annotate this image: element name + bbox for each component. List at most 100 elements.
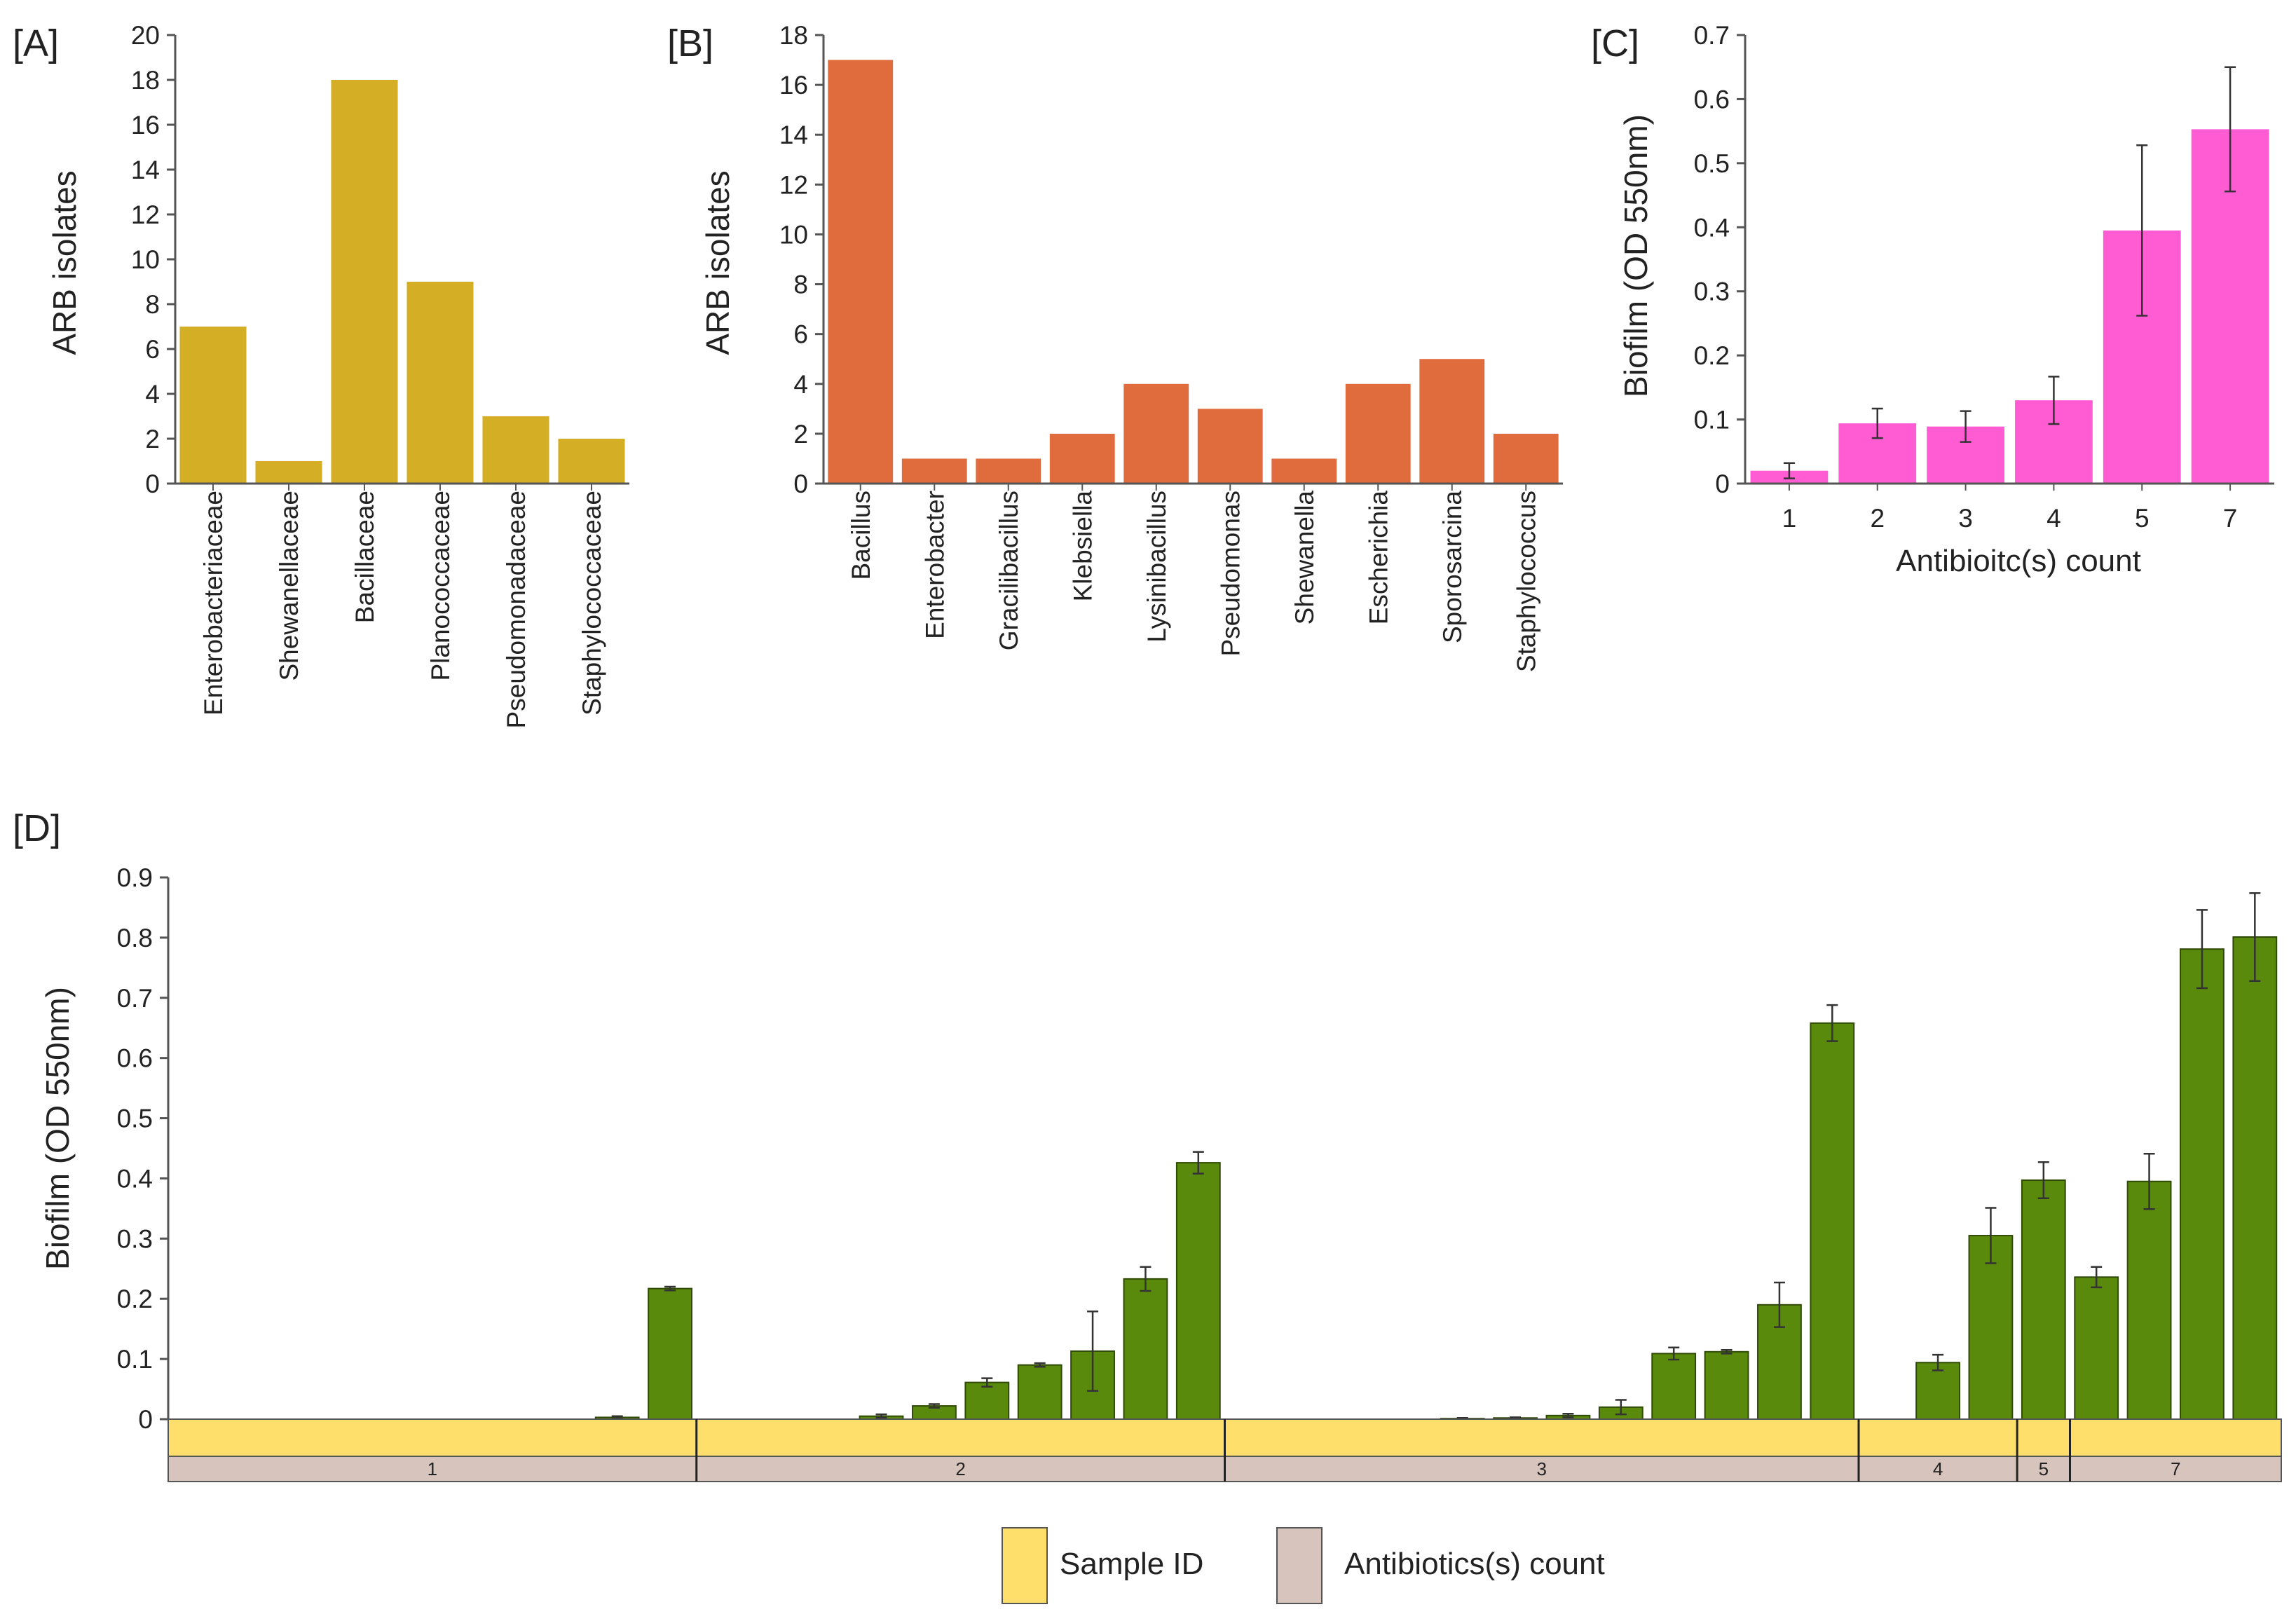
antibiotic-count-label: 2: [955, 1458, 965, 1479]
bar-Planococcaceae: [406, 282, 474, 484]
bar-M13: [1810, 1022, 1855, 1420]
panel-c-chart: [C] Biofilm (OD 550nm) Antibioitc(s) cou…: [1591, 21, 2274, 578]
panel-a-ylabel: ARB isolates: [46, 170, 83, 355]
y-tick-label: 18: [131, 66, 160, 95]
x-category-label: Pseudomonas: [1216, 491, 1245, 657]
y-tick-label: 0.6: [1694, 85, 1730, 114]
y-tick-label: 14: [779, 121, 808, 149]
bar-A8: [2180, 948, 2225, 1420]
y-tick-label: 0.9: [117, 863, 153, 892]
y-tick-label: 0.8: [117, 924, 153, 952]
bar-Pseudomonas: [1197, 409, 1263, 484]
panel-d-ylabel: Biofilm (OD 550nm): [39, 987, 76, 1270]
x-category-label: Staphylococcus: [1512, 491, 1540, 672]
bar-Escherichia: [1345, 383, 1411, 484]
x-category-label: Shewanella: [1290, 491, 1319, 625]
y-tick-label: 6: [793, 320, 808, 349]
panel-a-label: [A]: [13, 22, 59, 64]
legend-count-swatch: [1276, 1527, 1323, 1604]
bar-Shewanella: [1271, 458, 1337, 484]
bar-Pseudomonadaceae: [482, 416, 549, 484]
y-tick-label: 0.3: [117, 1224, 153, 1253]
y-tick-label: 0.2: [117, 1285, 153, 1313]
y-tick-label: 16: [779, 71, 808, 100]
panel-c-label: [C]: [1591, 22, 1639, 64]
y-tick-label: 2: [145, 425, 160, 453]
y-tick-label: 0.3: [1694, 278, 1730, 306]
y-tick-label: 18: [779, 21, 808, 50]
y-tick-label: 0: [145, 470, 160, 498]
panel-d-label: [D]: [13, 807, 61, 849]
y-tick-label: 4: [145, 380, 160, 409]
bar-Bacillaceae: [331, 80, 398, 484]
antibiotic-count-label: 3: [1537, 1458, 1547, 1479]
x-category-label: Bacillus: [847, 491, 875, 580]
y-tick-label: 12: [779, 170, 808, 199]
x-category-label: 4: [2046, 504, 2061, 533]
x-category-label: Sporosarcina: [1438, 491, 1467, 643]
x-category-label: Shewanellaceae: [275, 491, 303, 681]
x-category-label: 5: [2135, 504, 2150, 533]
bar-Bacillus: [828, 60, 894, 484]
legend-sample-id-label: Sample ID: [1060, 1547, 1203, 1581]
y-tick-label: 0.7: [117, 984, 153, 1013]
bar-Lysinibacillus: [1123, 383, 1189, 484]
y-tick-label: 14: [131, 156, 160, 184]
bar-C15: [648, 1287, 692, 1420]
bar-V1: [964, 1381, 1010, 1421]
x-category-label: Escherichia: [1364, 491, 1393, 625]
panel-d-chart: [D] Biofilm (OD 550nm) 0 0.1 0.2 0.3 0.4 0.5 0…: [13, 807, 2282, 1482]
bar-V6: [1017, 1364, 1062, 1420]
panel-b-chart: [B] ARB isolates 0 2 4 6 8 10 12 14 16 18 Bacillus…: [667, 21, 1563, 672]
x-category-label: Lysinibacillus: [1142, 491, 1171, 643]
y-tick-label: 20: [131, 21, 160, 50]
y-tick-label: 4: [793, 370, 808, 399]
panel-b-label: [B]: [667, 22, 713, 64]
y-tick-label: 0.7: [1694, 21, 1730, 50]
y-tick-label: 10: [779, 220, 808, 249]
x-category-label: Gracilibacillus: [995, 491, 1023, 650]
legend: Sample ID Antibiotics(s) count: [1002, 1527, 1605, 1604]
bar-Klebsiella: [1049, 433, 1115, 484]
x-category-label: Staphylococcaceae: [578, 491, 606, 716]
bar-T8: [2232, 936, 2278, 1420]
bar-C1: [2021, 1179, 2066, 1420]
bar-Enterobacteriaceae: [179, 327, 247, 484]
bar-A14: [1651, 1353, 1697, 1420]
panel-a-chart: [A] ARB isolates 0 2 4 6 8 10 12 14 16 18 20 Entero…: [13, 21, 629, 728]
x-category-label: Enterobacter: [920, 491, 949, 639]
antibiotic-count-label: 1: [428, 1458, 437, 1479]
bar-V17: [1175, 1162, 1221, 1420]
x-category-label: 1: [1782, 504, 1797, 533]
x-category-label: Enterobacteriaceae: [199, 491, 228, 716]
y-tick-label: 6: [145, 335, 160, 364]
bar-T4: [1915, 1362, 1960, 1420]
y-tick-label: 0.5: [117, 1104, 153, 1133]
x-category-label: 3: [1958, 504, 1973, 533]
bar-Shewanellaceae: [255, 461, 322, 484]
bar-G2: [2126, 1180, 2172, 1420]
antibiotic-count-label: 5: [2039, 1458, 2049, 1479]
bar-A20: [1123, 1278, 1168, 1421]
bar-I5: [1704, 1350, 1749, 1420]
bar-Staphylococcaceae: [558, 439, 625, 484]
x-category-label: Bacillaceae: [350, 491, 379, 623]
y-tick-label: 0.2: [1694, 341, 1730, 370]
bar-Staphylococcus: [1493, 433, 1559, 484]
y-tick-label: 0.6: [117, 1044, 153, 1073]
y-tick-label: 8: [145, 290, 160, 319]
legend-count-label: Antibiotics(s) count: [1344, 1547, 1605, 1581]
y-tick-label: 0.4: [1694, 213, 1730, 242]
panel-c-xlabel: Antibioitc(s) count: [1896, 544, 2141, 578]
bar-Enterobacter: [901, 458, 967, 484]
legend-sample-id-swatch: [1002, 1527, 1048, 1604]
y-tick-label: 0.1: [1694, 406, 1730, 435]
y-tick-label: 12: [131, 200, 160, 229]
x-category-label: Klebsiella: [1068, 491, 1097, 602]
antibiotic-count-label: 7: [2171, 1458, 2180, 1479]
y-tick-label: 2: [793, 420, 808, 449]
panel-b-ylabel: ARB isolates: [699, 170, 736, 355]
bar-Sporosarcina: [1419, 359, 1485, 484]
bar-T7: [1968, 1235, 2014, 1421]
